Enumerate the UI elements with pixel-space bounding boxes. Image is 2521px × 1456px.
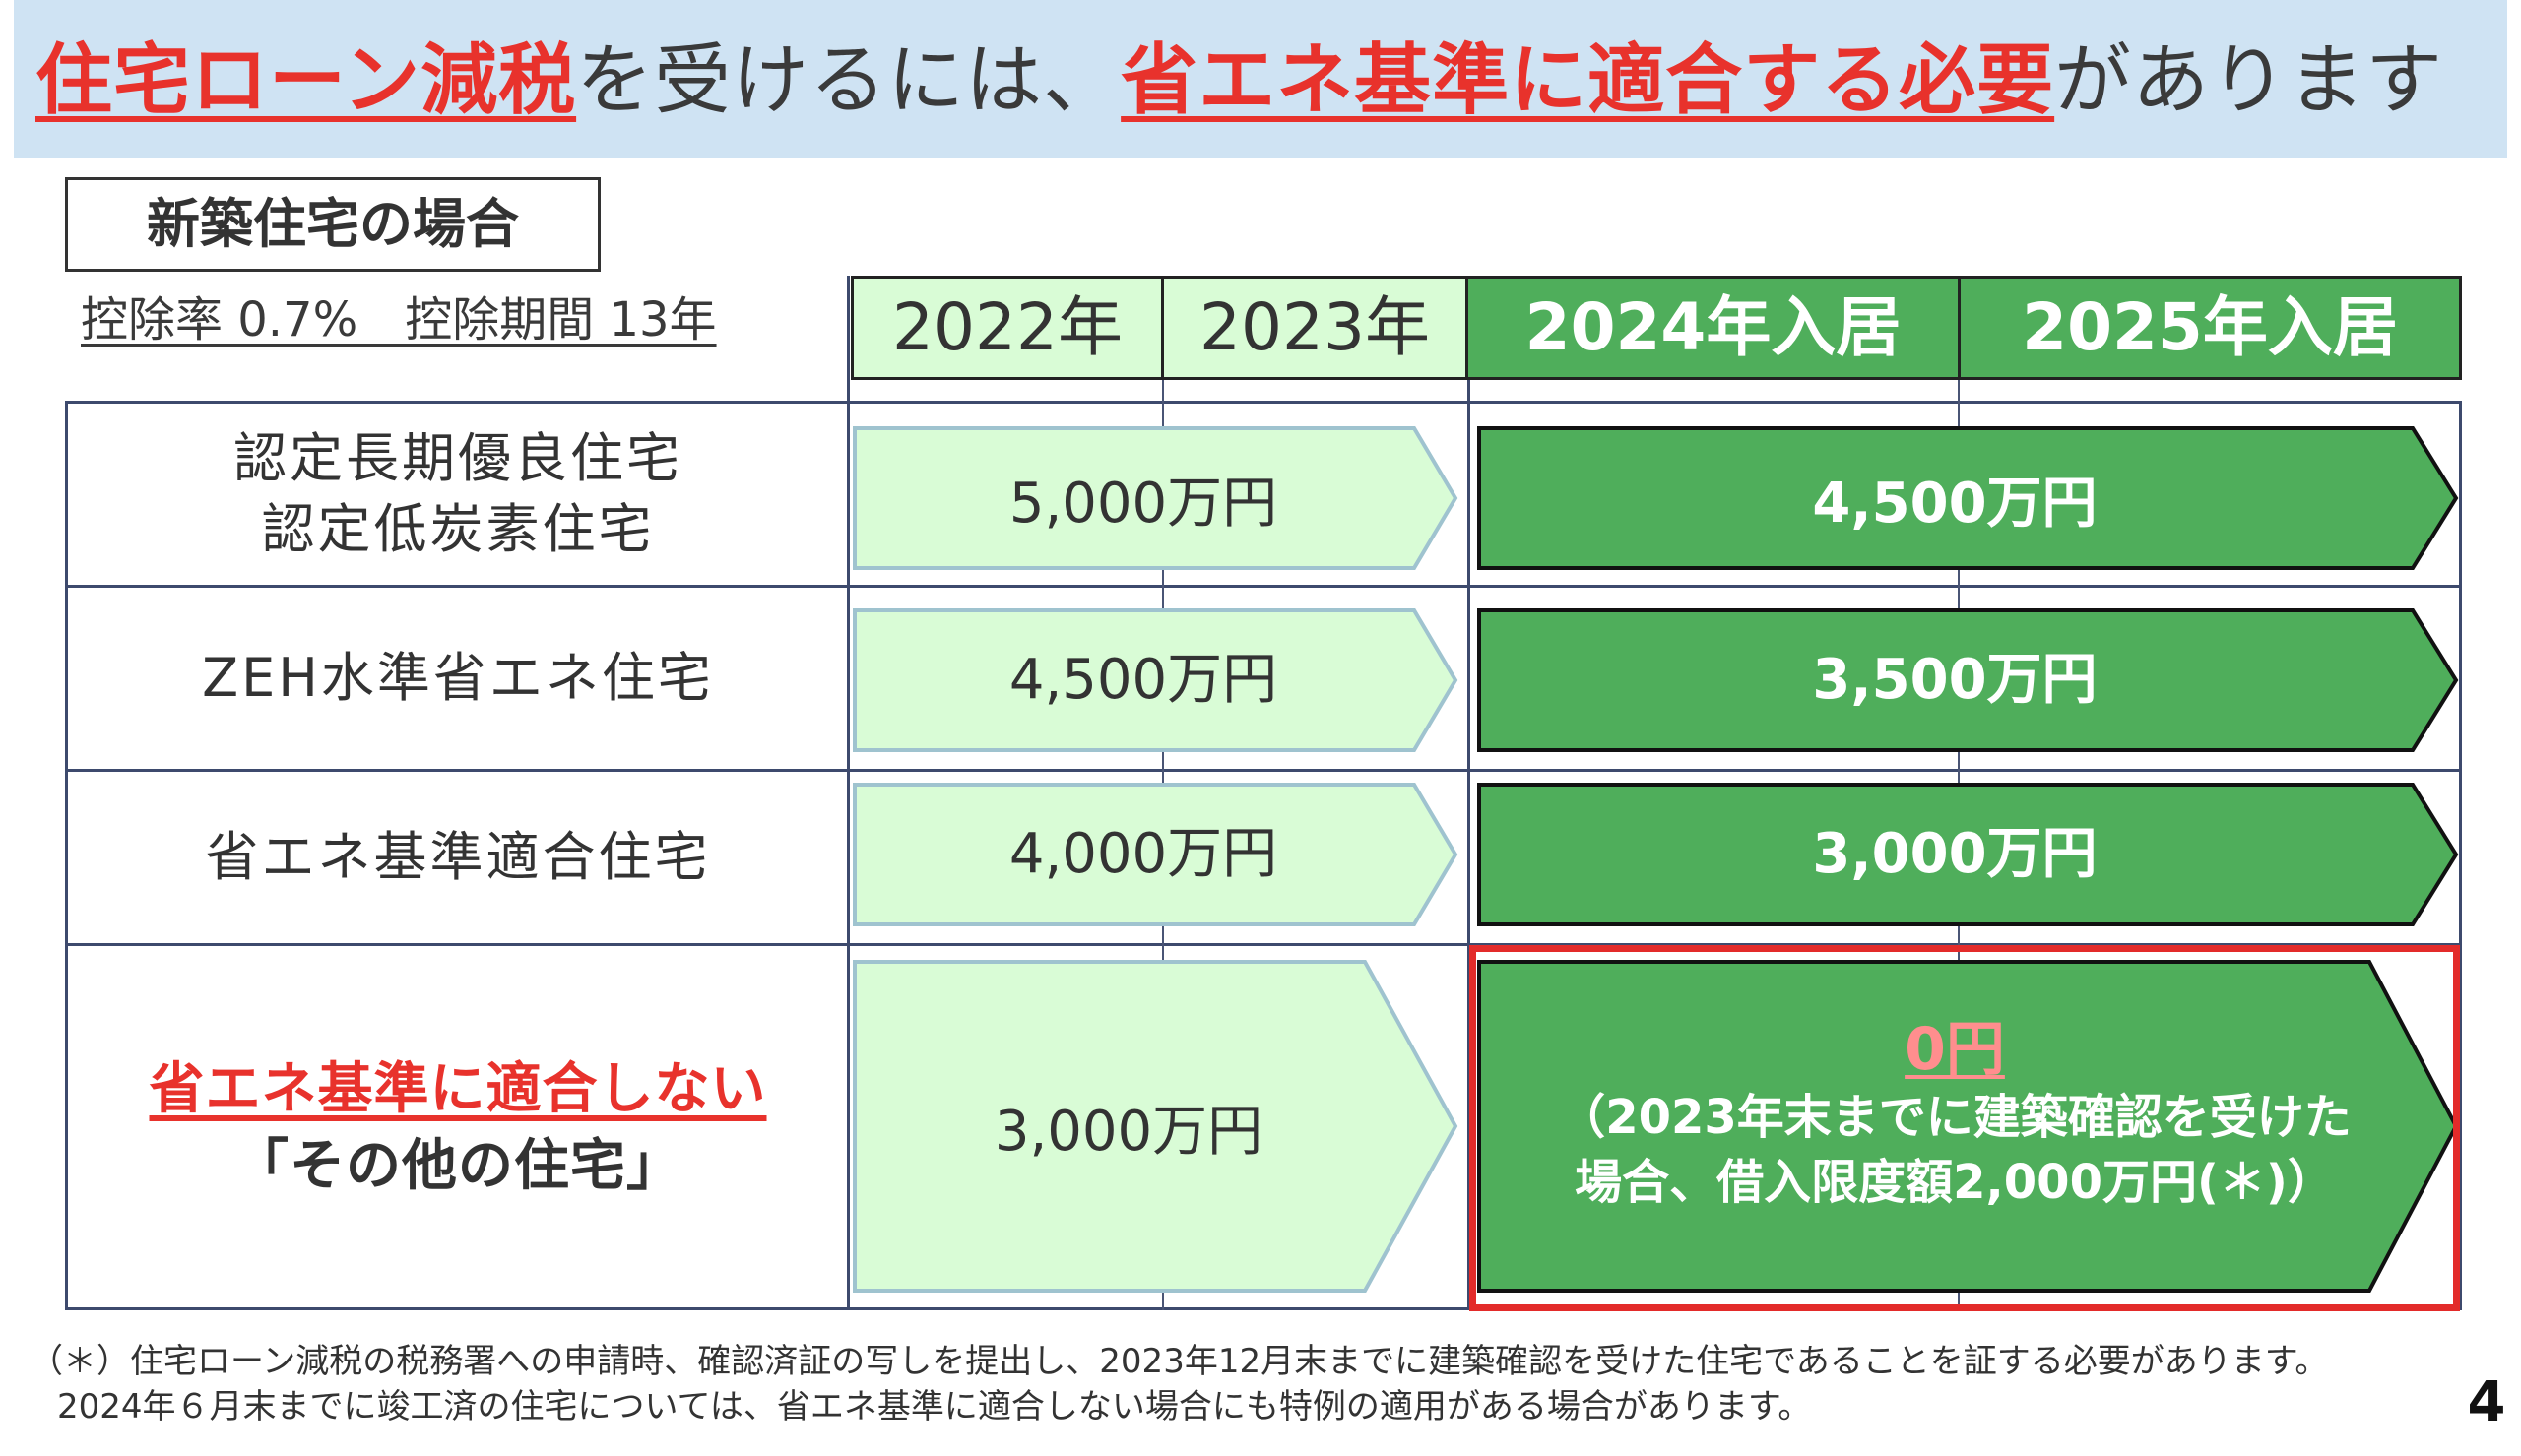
footnote-line-2: 2024年６月末までに竣工済の住宅については、省エネ基準に適合しない場合にも特例… <box>57 1387 1812 1426</box>
section-title: 新築住宅の場合 <box>65 177 601 272</box>
arrow-light <box>853 608 1458 752</box>
limit-value-other-housing: 0円 （2023年末までに建築確認を受けた 場合、借入限度額2,000万円(＊)… <box>1477 1014 2432 1250</box>
row-label-zeh: ZEH水準省エネ住宅 <box>69 588 847 769</box>
zero-yen-value: 0円 <box>1905 1015 2005 1084</box>
year-header-2025: 2025年入居 <box>1958 276 2462 380</box>
column-divider <box>847 276 850 1310</box>
row-label-line: 省エネ基準適合住宅 <box>205 826 711 888</box>
year-header-2023: 2023年 <box>1161 276 1468 380</box>
row-divider <box>65 585 2462 588</box>
row-label-line: 認定長期優良住宅 <box>233 427 682 489</box>
row-label-other: 省エネ基準に適合しない 「その他の住宅」 <box>69 946 847 1310</box>
page-number: 4 <box>2467 1370 2506 1434</box>
row-label-line: 認定低炭素住宅 <box>261 498 655 560</box>
row-divider <box>65 943 2462 946</box>
exception-note-line: （2023年末までに建築確認を受けた <box>1558 1090 2352 1145</box>
arrow-dark-large <box>1477 960 2459 1293</box>
year-header-2022: 2022年 <box>851 276 1164 380</box>
limit-value-2022-2023: 5,000万円 <box>1008 471 1278 536</box>
row-label-certified: 認定長期優良住宅 認定低炭素住宅 <box>69 404 847 585</box>
headline-text-end: があります <box>2054 36 2444 125</box>
arrow-dark <box>1477 608 2459 752</box>
year-header-2024: 2024年入居 <box>1465 276 1961 380</box>
arrow-dark <box>1477 426 2459 570</box>
headline-emphasis-loan: 住宅ローン減税 <box>35 36 577 125</box>
limit-value-2024-2025: 3,000万円 <box>1812 821 2098 886</box>
header-banner <box>14 0 2507 158</box>
arrow-dark <box>1477 783 2459 926</box>
limit-value-2024-2025: 4,500万円 <box>1812 471 2098 536</box>
arrow-light <box>853 426 1458 570</box>
limit-value-2022-2023: 4,000万円 <box>1008 821 1278 886</box>
limit-value-2024-2025: 3,500万円 <box>1812 647 2098 712</box>
limit-value-2022-2023: 4,500万円 <box>1008 647 1278 712</box>
headline-emphasis-standard: 省エネ基準に適合する必要 <box>1121 36 2055 125</box>
row-label-line: ZEH水準省エネ住宅 <box>202 647 714 709</box>
footnote-line-1: （＊）住宅ローン減税の税務署への申請時、確認済証の写しを提出し、2023年12月… <box>30 1342 2329 1381</box>
deduction-info: 控除率 0.7% 控除期間 13年 <box>81 292 717 348</box>
arrow-light <box>853 783 1458 926</box>
highlight-box <box>1469 945 2460 1311</box>
headline-text: を受けるには、 <box>576 36 1122 125</box>
exception-note-line: 場合、借入限度額2,000万円(＊)） <box>1575 1155 2335 1210</box>
row-label-standard: 省エネ基準適合住宅 <box>69 772 847 943</box>
row-label-not-compliant: 省エネ基準に適合しない <box>149 1057 767 1121</box>
column-divider <box>1467 380 1470 1310</box>
arrow-light-large <box>853 960 1458 1293</box>
page-headline: 住宅ローン減税を受けるには、省エネ基準に適合する必要があります <box>35 22 2488 140</box>
limit-value-2022-2023: 3,000万円 <box>994 1099 1263 1164</box>
row-divider <box>65 769 2462 772</box>
row-label-other-housing: 「その他の住宅」 <box>233 1134 682 1198</box>
